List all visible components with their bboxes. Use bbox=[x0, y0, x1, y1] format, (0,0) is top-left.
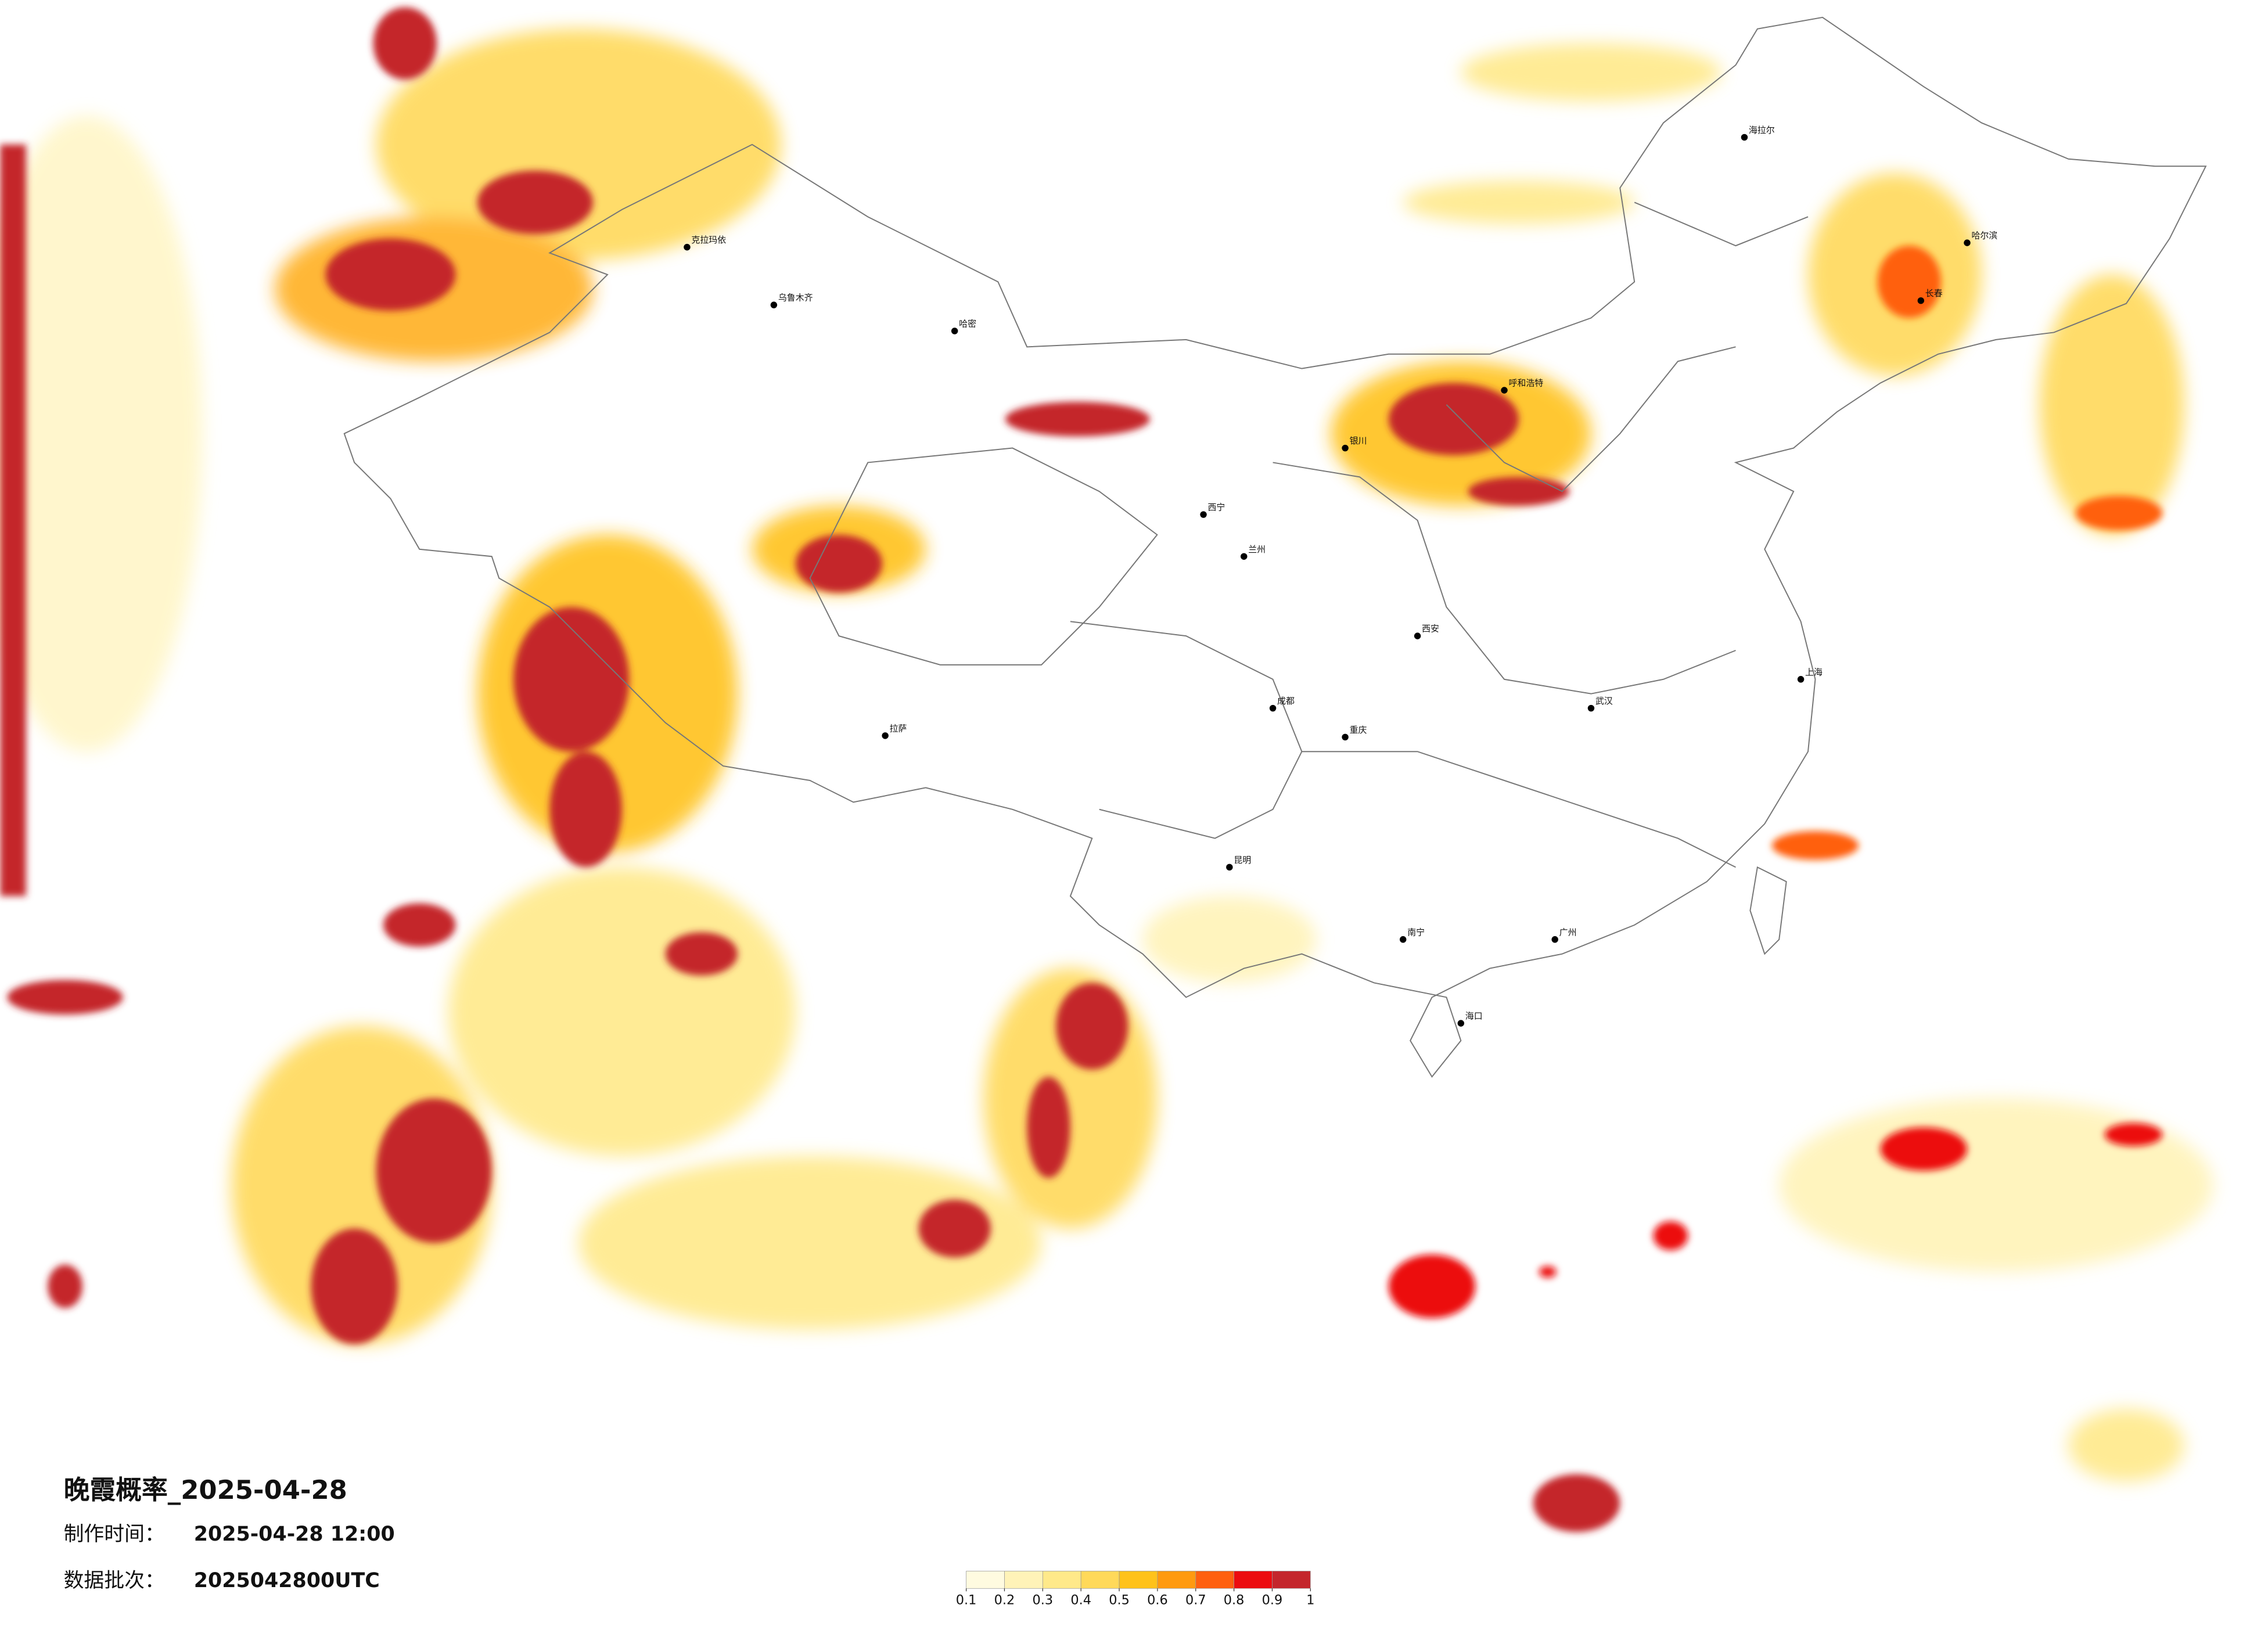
colorbar-tick-label: 0.7 bbox=[1185, 1593, 1206, 1608]
city-label: 海拉尔 bbox=[1749, 125, 1775, 135]
city-label: 武汉 bbox=[1595, 696, 1613, 706]
city-dot bbox=[1587, 704, 1595, 712]
colorbar: 0.1 0.2 0.3 0.4 0.5 0.6 0.7 0.8 0.9 1 bbox=[956, 1571, 1314, 1608]
colorbar-swatch bbox=[1272, 1571, 1311, 1589]
city-dot bbox=[770, 301, 778, 308]
city-dot bbox=[1964, 239, 1971, 246]
time-label: 制作时间： bbox=[64, 1523, 165, 1546]
city-label: 长春 bbox=[1925, 288, 1943, 298]
city-dot bbox=[1501, 387, 1508, 394]
colorbar-tick-label: 0.3 bbox=[1033, 1593, 1054, 1608]
city-label: 南宁 bbox=[1407, 927, 1425, 937]
colorbar-swatch bbox=[1042, 1571, 1081, 1589]
colorbar-tick-label: 0.5 bbox=[1109, 1593, 1130, 1608]
city-label: 西安 bbox=[1422, 624, 1439, 634]
city-label: 广州 bbox=[1559, 927, 1577, 937]
colorbar-swatch bbox=[1080, 1571, 1120, 1589]
city-dot bbox=[684, 243, 691, 251]
colorbar-swatch bbox=[1157, 1571, 1196, 1589]
colorbar-tick-label: 0.9 bbox=[1262, 1593, 1283, 1608]
batch-value: 2025042800UTC bbox=[194, 1569, 380, 1592]
colorbar-tick-label: 1 bbox=[1306, 1593, 1314, 1608]
city-dot bbox=[1241, 553, 1248, 560]
city-dot bbox=[1414, 632, 1421, 639]
city-label: 西宁 bbox=[1208, 502, 1225, 513]
colorbar-swatch bbox=[1119, 1571, 1158, 1589]
city-dot bbox=[1226, 864, 1233, 871]
city-label: 乌鲁木齐 bbox=[778, 293, 813, 303]
city-dot bbox=[1200, 511, 1207, 518]
colorbar-tick-label: 0.4 bbox=[1070, 1593, 1091, 1608]
city-dot bbox=[1551, 936, 1558, 943]
city-label: 成都 bbox=[1277, 696, 1295, 706]
city-dot bbox=[1342, 444, 1349, 452]
city-label: 海口 bbox=[1465, 1011, 1483, 1021]
city-label: 哈密 bbox=[959, 318, 976, 329]
probability-field bbox=[0, 7, 2213, 1533]
city-label: 昆明 bbox=[1234, 855, 1251, 865]
title: 晚霞概率_2025-04-28 bbox=[64, 1474, 347, 1505]
city-label: 上海 bbox=[1805, 667, 1823, 677]
city-dot bbox=[1399, 936, 1407, 943]
colorbar-tick-label: 0.2 bbox=[994, 1593, 1015, 1608]
batch-label: 数据批次： bbox=[64, 1569, 165, 1592]
city-label: 银川 bbox=[1350, 436, 1367, 446]
city-label: 重庆 bbox=[1350, 725, 1367, 735]
colorbar-tick-label: 0.1 bbox=[956, 1593, 977, 1608]
city-label: 拉萨 bbox=[890, 723, 907, 733]
header: 晚霞概率_2025-04-28 制作时间： 2025-04-28 12:00 数… bbox=[64, 1474, 395, 1592]
city-dot bbox=[951, 328, 958, 334]
colorbar-swatch bbox=[1004, 1571, 1043, 1589]
city-label: 哈尔滨 bbox=[1971, 231, 1997, 241]
borders bbox=[343, 16, 2207, 1078]
city-label: 呼和浩特 bbox=[1509, 378, 1544, 388]
city-dot bbox=[1342, 733, 1349, 741]
city-label: 兰州 bbox=[1248, 544, 1266, 555]
colorbar-swatch bbox=[1234, 1571, 1273, 1589]
city-dot bbox=[1741, 134, 1748, 141]
time-value: 2025-04-28 12:00 bbox=[194, 1523, 395, 1546]
city-dot bbox=[1797, 676, 1805, 683]
city-dot bbox=[1917, 297, 1925, 304]
colorbar-tick-label: 0.6 bbox=[1147, 1593, 1168, 1608]
city-dot bbox=[1269, 704, 1277, 712]
colorbar-tick-label: 0.8 bbox=[1224, 1593, 1245, 1608]
city-dot bbox=[1457, 1020, 1465, 1027]
colorbar-swatch bbox=[966, 1571, 1005, 1589]
city-dot bbox=[882, 732, 889, 739]
colorbar-swatch bbox=[1195, 1571, 1234, 1589]
city-label: 克拉玛依 bbox=[691, 235, 726, 245]
